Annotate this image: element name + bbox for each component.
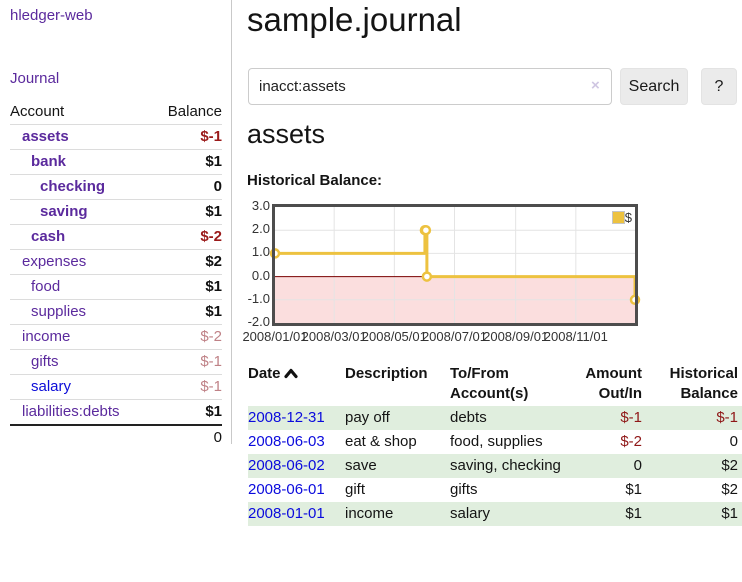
- account-row: cash $-2: [10, 224, 222, 250]
- register-balance: $-1: [716, 409, 738, 426]
- register-col-date-label: Date: [248, 365, 281, 382]
- register-row: 2008-01-01 income salary $1 $1: [248, 502, 742, 526]
- account-balance: $-1: [200, 353, 222, 370]
- account-balance: $1: [205, 153, 222, 170]
- chart-canvas: [269, 207, 641, 323]
- account-balance: $-1: [200, 378, 222, 395]
- register-row: 2008-06-02 save saving, checking 0 $2: [248, 454, 742, 478]
- account-row: supplies $1: [10, 299, 222, 325]
- date-link[interactable]: 2008-06-01: [248, 481, 325, 498]
- sidebar-item-journal[interactable]: Journal: [10, 70, 60, 87]
- page-title: sample.journal: [247, 1, 462, 38]
- account-row: gifts $-1: [10, 349, 222, 375]
- chart-legend: $: [611, 210, 632, 225]
- account-row: income $-2: [10, 324, 222, 350]
- register-accounts: salary: [450, 505, 491, 522]
- accounts-header-row: Account Balance: [10, 100, 222, 125]
- account-row: bank $1: [10, 149, 222, 175]
- search-button[interactable]: Search: [620, 68, 688, 105]
- balance-chart: $ 3.0 2.0 1.0 0.0 -1.0 -2.0 2008/01/01 2008/03…: [240, 198, 720, 353]
- account-balance: $-2: [200, 328, 222, 345]
- register-balance: 0: [729, 433, 738, 450]
- register-col-balance: Historical Balance: [669, 365, 738, 402]
- sidebar: hledger-web Journal Account Balance asse…: [0, 0, 232, 446]
- account-link-expenses[interactable]: expenses: [22, 253, 87, 270]
- accounts-col-balance: Balance: [167, 103, 222, 120]
- account-balance: $1: [205, 278, 222, 295]
- sort-asc-icon: [283, 368, 298, 379]
- account-row: liabilities:debts $1: [10, 399, 222, 426]
- register-amount: $1: [625, 505, 642, 522]
- register-description: gift: [345, 481, 366, 498]
- legend-swatch-icon: [611, 211, 625, 224]
- accounts-table: Account Balance assets $-1 bank $1 check…: [10, 100, 222, 450]
- register-accounts: debts: [450, 409, 487, 426]
- register-description: pay off: [345, 409, 390, 426]
- clear-icon[interactable]: ×: [591, 77, 600, 94]
- account-balance: $1: [205, 403, 222, 420]
- register-col-description: Description: [345, 365, 428, 382]
- account-link-income[interactable]: income: [22, 328, 71, 345]
- app-title-link[interactable]: hledger-web: [10, 7, 93, 24]
- account-heading: assets: [247, 119, 326, 149]
- register-col-accounts: To/From Account(s): [450, 365, 529, 402]
- account-row: assets $-1: [10, 124, 222, 150]
- register-header-row: Date Description To/From Account(s) Amou…: [248, 362, 742, 406]
- search-input[interactable]: [248, 68, 612, 105]
- chart-plot: $: [269, 204, 641, 326]
- account-row: food $1: [10, 274, 222, 300]
- register-description: save: [345, 457, 377, 474]
- register-col-date[interactable]: Date: [248, 362, 345, 406]
- register-accounts: food, supplies: [450, 433, 543, 450]
- date-link[interactable]: 2008-12-31: [248, 409, 325, 426]
- account-balance: $1: [205, 303, 222, 320]
- chart-title: Historical Balance:: [247, 172, 383, 189]
- account-balance: $-1: [200, 128, 222, 145]
- account-link-gifts[interactable]: gifts: [31, 353, 59, 370]
- register-balance: $1: [721, 505, 738, 522]
- register-row: 2008-06-03 eat & shop food, supplies $-2…: [248, 430, 742, 454]
- register-row: 2008-12-31 pay off debts $-1 $-1: [248, 406, 742, 430]
- account-link-supplies[interactable]: supplies: [31, 303, 87, 320]
- account-balance: 0: [213, 178, 222, 195]
- legend-label: $: [624, 210, 632, 225]
- account-link-checking[interactable]: checking: [40, 178, 106, 195]
- help-button[interactable]: ?: [701, 68, 737, 105]
- register-amount: $-2: [620, 433, 642, 450]
- account-balance: $2: [205, 253, 222, 270]
- register-col-amount: Amount Out/In: [585, 365, 642, 402]
- accounts-total-value: 0: [213, 429, 222, 446]
- account-link-cash[interactable]: cash: [31, 228, 66, 245]
- register-table: Date Description To/From Account(s) Amou…: [248, 362, 742, 526]
- register-description: income: [345, 505, 394, 522]
- register-accounts: saving, checking: [450, 457, 561, 474]
- account-row: expenses $2: [10, 249, 222, 275]
- register-amount: $-1: [620, 409, 642, 426]
- account-row: salary $-1: [10, 374, 222, 400]
- register-balance: $2: [721, 481, 738, 498]
- account-balance: $1: [205, 203, 222, 220]
- account-link-food[interactable]: food: [31, 278, 61, 295]
- accounts-col-account: Account: [10, 103, 65, 120]
- register-amount: $1: [625, 481, 642, 498]
- account-balance: $-2: [200, 228, 222, 245]
- accounts-total-row: 0: [10, 425, 222, 450]
- register-description: eat & shop: [345, 433, 417, 450]
- account-row: saving $1: [10, 199, 222, 225]
- register-balance: $2: [721, 457, 738, 474]
- account-link-saving[interactable]: saving: [40, 203, 88, 220]
- account-link-liabilities-debts[interactable]: liabilities:debts: [22, 403, 120, 420]
- account-link-assets[interactable]: assets: [22, 128, 69, 145]
- register-row: 2008-06-01 gift gifts $1 $2: [248, 478, 742, 502]
- date-link[interactable]: 2008-06-02: [248, 457, 325, 474]
- register-amount: 0: [633, 457, 642, 474]
- register-accounts: gifts: [450, 481, 478, 498]
- date-link[interactable]: 2008-01-01: [248, 505, 325, 522]
- account-row: checking 0: [10, 174, 222, 200]
- date-link[interactable]: 2008-06-03: [248, 433, 325, 450]
- account-link-salary[interactable]: salary: [31, 378, 72, 395]
- account-link-bank[interactable]: bank: [31, 153, 67, 170]
